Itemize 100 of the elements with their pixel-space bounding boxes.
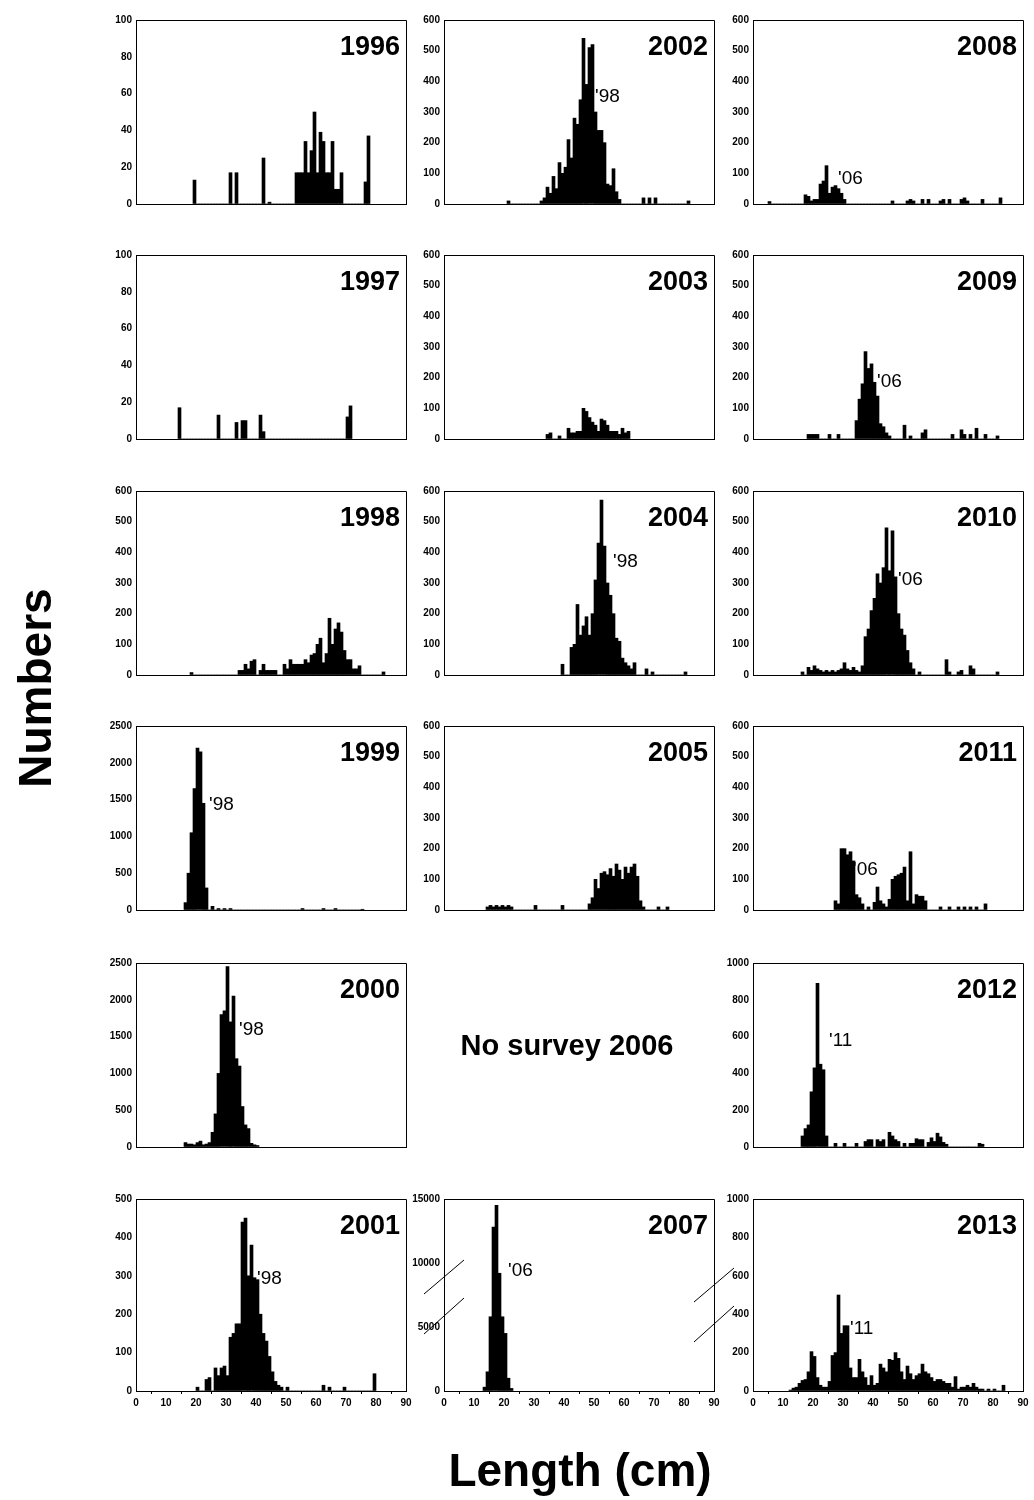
y-tick-label: 20 [120,160,133,172]
y-tick-label: 100 [423,873,441,885]
x-tick-label: 40 [867,1396,879,1408]
annotation: '06 [508,1258,533,1280]
y-tick-label: 600 [732,484,750,496]
x-tick-label: 30 [220,1396,232,1408]
y-tick-label: 0 [743,668,750,680]
chart-title: 1999 [339,736,400,767]
y-tick-label: 0 [126,432,133,444]
y-tick-label: 500 [115,866,133,878]
y-tick-label: 40 [120,359,133,371]
y-tick-label: 100 [732,402,750,414]
annotation: '98 [239,1018,264,1040]
y-tick-label: 600 [732,13,750,25]
y-tick-label: 400 [732,1307,750,1319]
y-tick-label: 100 [732,638,750,650]
y-tick-label: 100 [115,13,133,25]
y-tick-label: 0 [434,903,441,915]
y-tick-label: 80 [120,285,133,297]
y-tick-label: 0 [743,1140,750,1152]
chart-title: 1998 [339,501,400,532]
y-tick-label: 2500 [109,719,133,731]
y-tick-label: 100 [423,402,441,414]
y-tick-label: 400 [115,1231,133,1243]
y-tick-label: 600 [115,484,133,496]
y-tick-label: 300 [732,576,750,588]
y-tick-label: 40 [120,124,133,136]
y-tick-label: 300 [423,811,441,823]
y-tick-label: 0 [126,903,133,915]
chart-title: 1997 [339,265,400,296]
y-tick-label: 200 [115,1307,133,1319]
y-tick-label: 0 [126,1384,133,1396]
y-tick-label: 500 [732,750,750,762]
x-tick-label: 90 [400,1396,412,1408]
y-tick-label: 300 [423,576,441,588]
y-tick-label: 15000 [412,1192,441,1204]
y-tick-label: 600 [732,719,750,731]
y-tick-label: 0 [434,197,441,209]
y-tick-label: 500 [115,515,133,527]
chart-title: 2003 [647,265,708,296]
y-tick-label: 0 [434,1384,441,1396]
y-tick-label: 100 [732,167,750,179]
y-tick-label: 200 [732,1346,750,1358]
y-tick-label: 60 [120,322,133,334]
y-tick-label: 300 [115,1269,133,1281]
x-tick-label: 20 [807,1396,819,1408]
y-tick-label: 80 [120,50,133,62]
chart-title: 1996 [339,30,400,61]
chart-title: 2000 [339,973,400,1004]
x-tick-label: 60 [618,1396,630,1408]
y-tick-label: 500 [115,1103,133,1115]
x-tick-label: 90 [1017,1396,1029,1408]
y-tick-label: 400 [732,75,750,87]
y-tick-label: 400 [732,546,750,558]
chart-title: 2002 [647,30,708,61]
y-tick-label: 400 [115,546,133,558]
y-tick-label: 100 [115,638,133,650]
y-tick-label: 200 [423,842,441,854]
x-tick-label: 40 [250,1396,262,1408]
y-tick-label: 600 [732,1030,750,1042]
x-tick-label: 20 [498,1396,510,1408]
x-tick-label: 60 [310,1396,322,1408]
y-tick-label: 600 [732,1269,750,1281]
chart-title: 2011 [958,736,1017,767]
y-tick-label: 300 [732,105,750,117]
annotation: '98 [209,792,234,814]
y-tick-label: 200 [732,371,750,383]
annotation: '06 [853,858,878,880]
y-tick-label: 300 [423,340,441,352]
y-tick-label: 300 [732,340,750,352]
y-tick-label: 300 [423,105,441,117]
y-tick-label: 200 [423,371,441,383]
y-tick-label: 500 [423,515,441,527]
x-tick-label: 90 [708,1396,720,1408]
y-tick-label: 100 [423,167,441,179]
y-axis-title: Numbers [8,588,62,788]
y-tick-label: 500 [732,515,750,527]
x-tick-label: 50 [897,1396,909,1408]
chart-title: 2004 [647,501,708,532]
y-tick-label: 10000 [412,1256,441,1268]
y-tick-label: 800 [732,1231,750,1243]
y-tick-label: 100 [732,873,750,885]
annotation: '98 [595,84,620,106]
y-tick-label: 1000 [109,830,133,842]
y-tick-label: 0 [743,1384,750,1396]
y-tick-label: 500 [732,279,750,291]
x-tick-label: 60 [927,1396,939,1408]
x-tick-label: 40 [558,1396,570,1408]
y-tick-label: 200 [423,607,441,619]
y-tick-label: 0 [126,668,133,680]
y-tick-label: 500 [423,279,441,291]
y-tick-label: 1000 [109,1067,133,1079]
x-axis-title: Length (cm) [448,1443,712,1497]
x-tick-label: 80 [678,1396,690,1408]
chart-title: 2013 [956,1209,1017,1240]
y-tick-label: 500 [423,44,441,56]
y-tick-label: 1000 [726,956,750,968]
y-tick-label: 400 [732,781,750,793]
y-tick-label: 600 [423,719,441,731]
y-tick-label: 20 [120,395,133,407]
